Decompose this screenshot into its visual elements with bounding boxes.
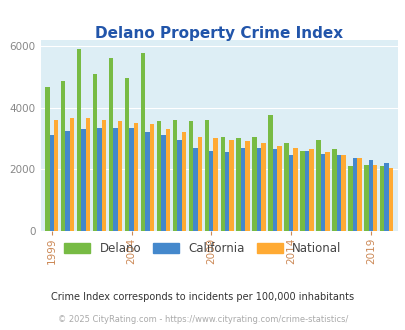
Bar [272,149,277,231]
Bar [204,120,209,231]
Bar [309,149,313,231]
Bar [188,121,193,231]
Bar [181,132,185,231]
Bar [177,140,181,231]
Bar [340,155,345,231]
Bar [172,120,177,231]
Bar [347,166,352,231]
Bar [324,152,329,231]
Bar [256,148,261,231]
Bar [288,155,292,231]
Bar [113,128,117,231]
Bar [372,165,377,231]
Bar [45,87,49,231]
Bar [93,74,97,231]
Bar [70,118,74,231]
Bar [86,118,90,231]
Bar [252,137,256,231]
Text: Crime Index corresponds to incidents per 100,000 inhabitants: Crime Index corresponds to incidents per… [51,292,354,302]
Bar [363,165,368,231]
Bar [331,149,336,231]
Bar [315,140,320,231]
Bar [300,151,304,231]
Bar [141,53,145,231]
Bar [77,49,81,231]
Bar [109,58,113,231]
Bar [129,128,133,231]
Bar [165,129,170,231]
Bar [384,163,388,231]
Bar [368,160,372,231]
Bar [292,148,297,231]
Bar [268,115,272,231]
Bar [229,140,233,231]
Bar [124,78,129,231]
Text: © 2025 CityRating.com - https://www.cityrating.com/crime-statistics/: © 2025 CityRating.com - https://www.city… [58,315,347,324]
Bar [379,166,384,231]
Bar [352,158,356,231]
Bar [304,151,309,231]
Bar [156,121,161,231]
Bar [145,132,149,231]
Bar [149,124,154,231]
Bar [102,120,106,231]
Bar [240,148,245,231]
Bar [261,143,265,231]
Bar [193,148,197,231]
Bar [320,154,324,231]
Bar [49,135,54,231]
Bar [388,168,392,231]
Bar [236,138,240,231]
Bar [277,146,281,231]
Bar [284,143,288,231]
Bar [54,120,58,231]
Bar [81,129,86,231]
Bar [209,151,213,231]
Legend: Delano, California, National: Delano, California, National [60,237,345,260]
Bar [133,123,138,231]
Bar [61,81,65,231]
Bar [213,138,217,231]
Bar [220,137,224,231]
Bar [197,137,202,231]
Bar [117,121,122,231]
Bar [356,158,360,231]
Bar [224,152,229,231]
Bar [245,142,249,231]
Bar [336,155,340,231]
Bar [97,128,102,231]
Bar [161,135,165,231]
Bar [65,131,70,231]
Text: Delano Property Crime Index: Delano Property Crime Index [95,26,343,41]
